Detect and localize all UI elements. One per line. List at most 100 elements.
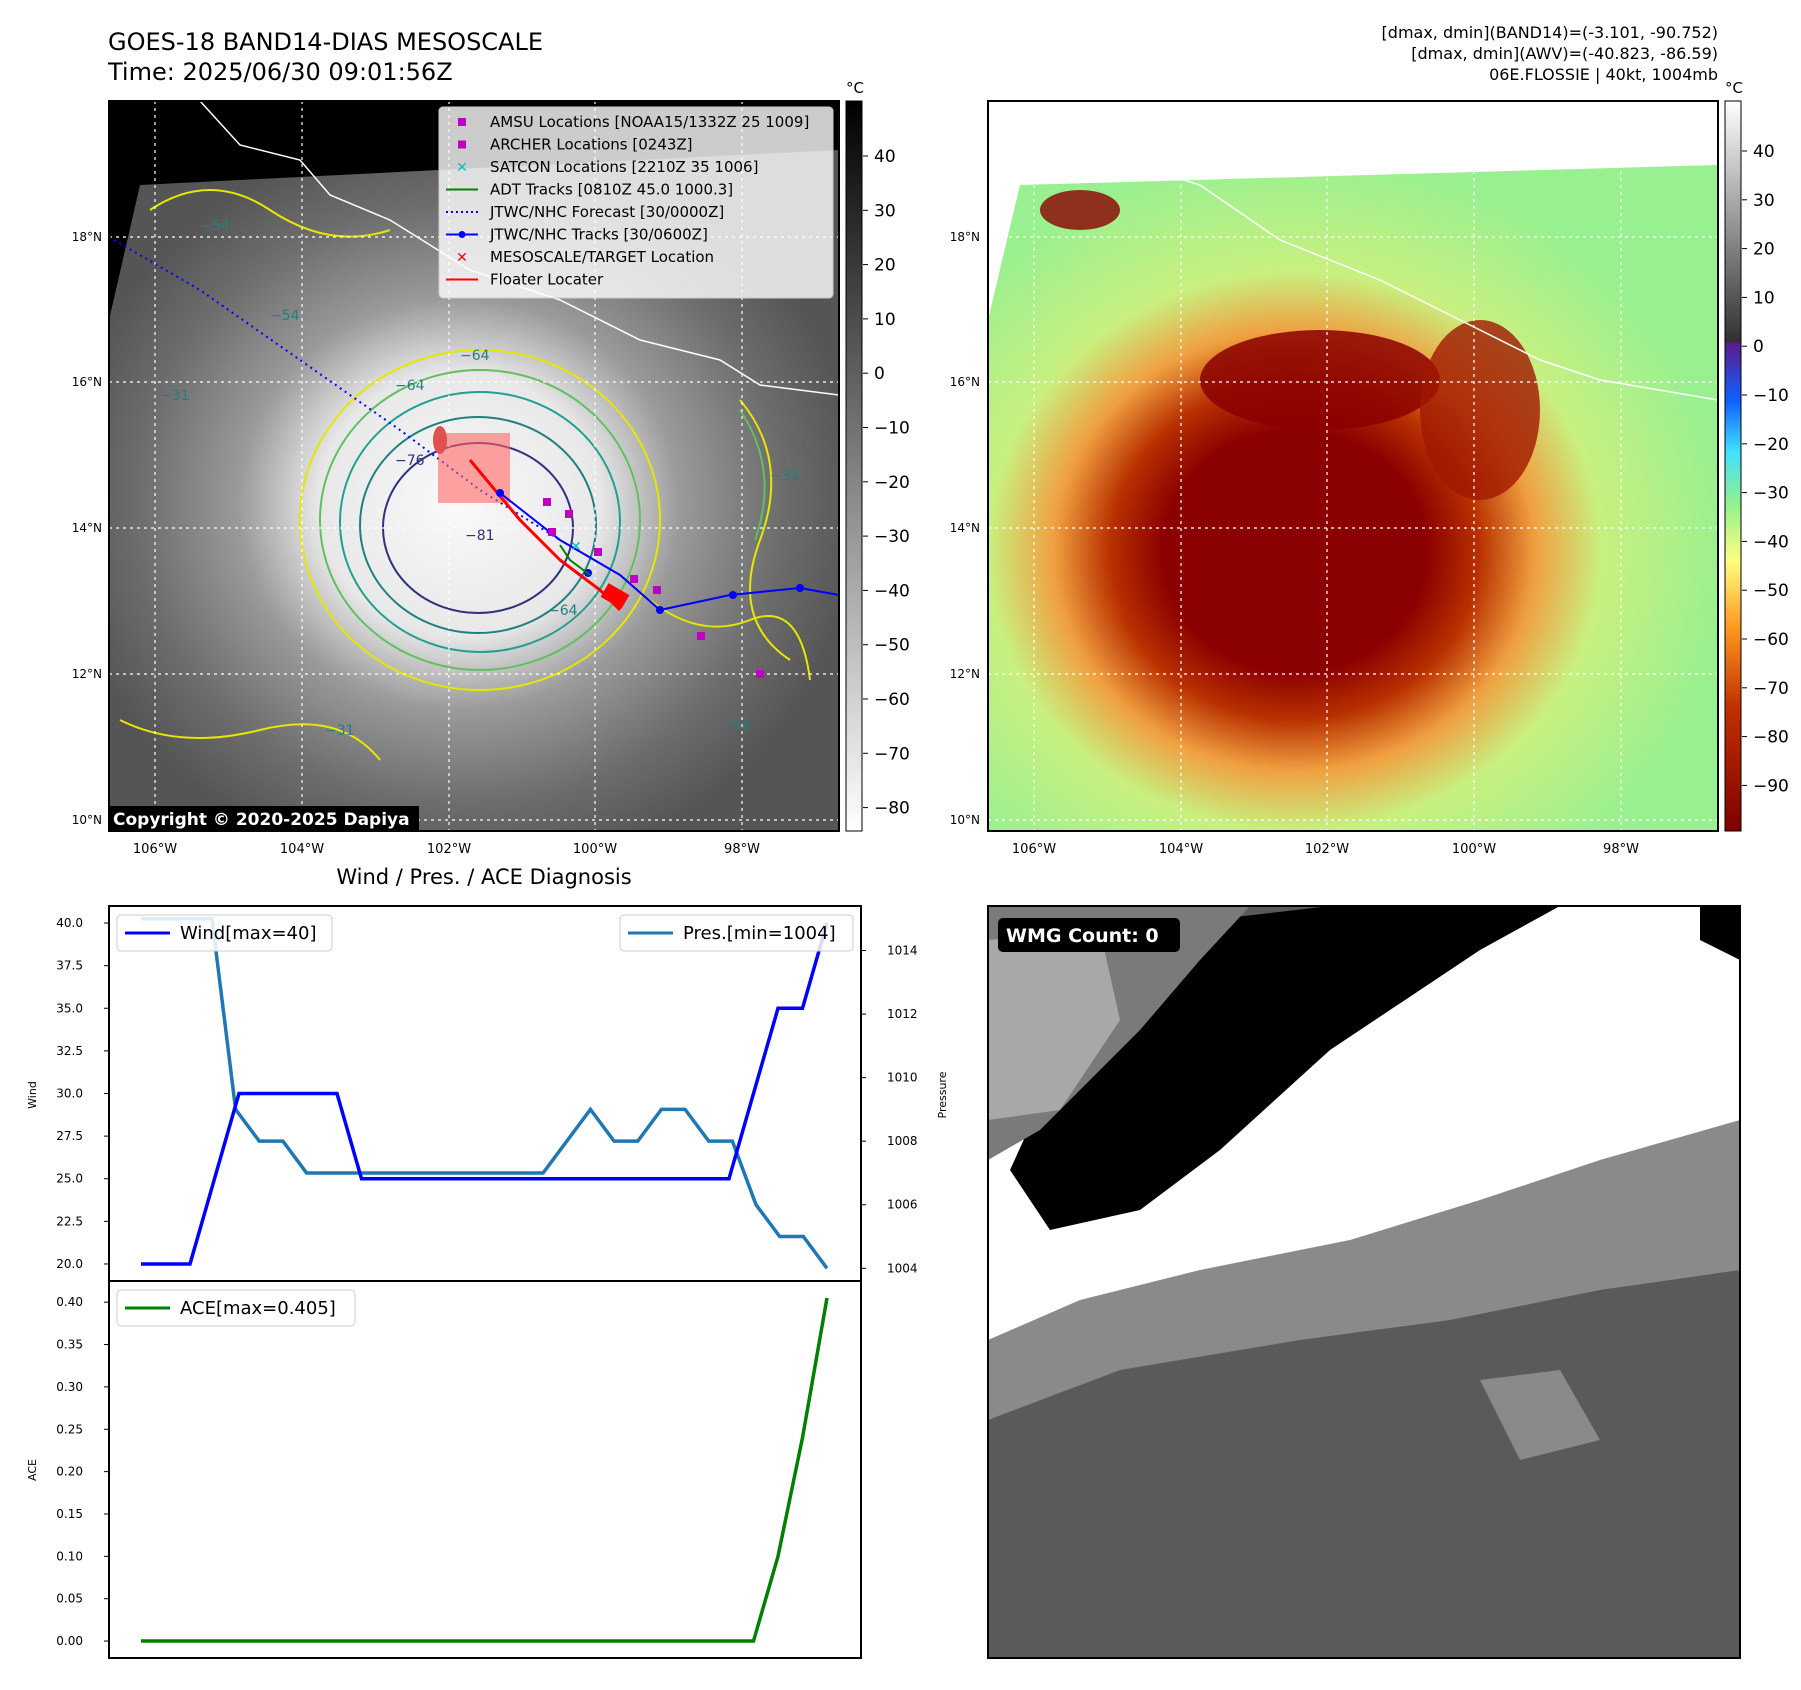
amsu-markers — [543, 498, 764, 678]
legend-item-label: Floater Locater — [490, 271, 604, 289]
contour-label: −31 — [325, 723, 355, 739]
contour-label: −54 — [720, 718, 750, 734]
ace-legend-label: ACE[max=0.405] — [180, 1298, 336, 1319]
pressure-line — [141, 916, 829, 1270]
wind-tick-label: 25.0 — [56, 1172, 83, 1186]
contour-labels: −54 −54 −31 −64 −64 −76 −81 −64 −31 −54 … — [160, 218, 800, 739]
track-point — [656, 606, 664, 614]
wind-tick-label: 35.0 — [56, 1001, 83, 1015]
legend-item-label: MESOSCALE/TARGET Location — [490, 248, 714, 266]
lat-tick: 10°N — [72, 813, 102, 827]
cold-cloud-band — [1200, 330, 1440, 430]
track-point — [729, 591, 737, 599]
gridlines — [988, 101, 1718, 831]
lat-tick: 16°N — [72, 375, 102, 389]
left-colorbar-ticks: 40 30 20 10 0 −10 −20 −30 −40 −50 −60 −70 −80 — [863, 147, 910, 819]
colorbar-tick-label: −50 — [874, 636, 910, 656]
adt-track — [559, 544, 591, 576]
lon-tick: 100°W — [1452, 842, 1496, 857]
amsu-marker — [548, 528, 556, 536]
lat-tick: 14°N — [72, 521, 102, 535]
colorbar-tick-label: 30 — [874, 201, 896, 221]
colorbar-tick-label: −50 — [1753, 581, 1789, 601]
legend-item-label: JTWC/NHC Tracks [30/0600Z] — [489, 226, 708, 244]
ace-axis-label: ACE — [26, 1459, 39, 1481]
wind-tick-label: 22.5 — [56, 1214, 83, 1228]
legend-item: ADT Tracks [0810Z 45.0 1000.3] — [446, 181, 733, 199]
pres-legend: Pres.[min=1004] — [619, 914, 854, 952]
amsu-marker — [594, 548, 602, 556]
copyright-text: Copyright © 2020-2025 Dapiya — [113, 810, 410, 830]
colorbar-tick-label: −60 — [874, 690, 910, 710]
lat-tick: 10°N — [950, 813, 980, 827]
left-map-frame — [108, 100, 840, 832]
wmg-region — [1700, 906, 1740, 960]
legend-item-label: SATCON Locations [2210Z 35 1006] — [490, 158, 758, 176]
lat-tick: 12°N — [72, 667, 102, 681]
pressure-tick-label: 1006 — [887, 1198, 918, 1212]
ace-tick-label: 0.40 — [56, 1295, 83, 1309]
warm-spot — [433, 426, 447, 454]
wind-tick-label: 30.0 — [56, 1087, 83, 1101]
lon-tick: 100°W — [573, 842, 617, 857]
ace-axis-ticks: 0.40 0.35 0.30 0.25 0.20 0.15 0.10 0.05 0.00 — [56, 1295, 109, 1648]
wind-tick-label: 37.5 — [56, 959, 83, 973]
ace-axes — [108, 1280, 862, 1659]
colorbar-tick-label: −10 — [1753, 386, 1789, 406]
pressure-tick-label: 1014 — [887, 943, 918, 957]
storm-info: 06E.FLOSSIE | 40kt, 1004mb — [1489, 65, 1718, 84]
wind-axis-label: Wind — [26, 1081, 39, 1109]
ace-tick-label: 0.10 — [56, 1549, 83, 1563]
lat-tick: 14°N — [950, 521, 980, 535]
left-map-lat-ticks: 18°N 16°N 14°N 12°N 10°N — [72, 230, 102, 827]
pres-legend-label: Pres.[min=1004] — [683, 923, 836, 944]
ace-line — [141, 1297, 829, 1643]
contour-label: −81 — [465, 528, 495, 544]
colorbar-tick-label: −70 — [874, 744, 910, 764]
legend-item-label: JTWC/NHC Forecast [30/0000Z] — [489, 203, 724, 221]
left-map-lon-ticks: 106°W 104°W 102°W 100°W 98°W — [133, 842, 760, 857]
right-colorbar-unit: °C — [1725, 79, 1743, 97]
wmg-region — [988, 930, 1120, 1120]
right-colorbar-ticks: 40 30 20 10 0 −10 −20 −30 −40 −50 −60 −70 −80 −90 — [1742, 142, 1789, 796]
track-point — [796, 584, 804, 592]
wind-legend: Wind[max=40] — [116, 914, 333, 952]
ace-tick-label: 0.15 — [56, 1507, 83, 1521]
right-map-lon-ticks: 106°W 104°W 102°W 100°W 98°W — [1012, 842, 1639, 857]
colorbar-tick-label: −10 — [874, 419, 910, 439]
lat-tick: 12°N — [950, 667, 980, 681]
amsu-marker — [653, 586, 661, 594]
contour-label: −54 — [200, 218, 230, 234]
x-marker-icon: ✕ — [456, 250, 468, 266]
target-marker — [600, 583, 630, 609]
legend-item: AMSU Locations [NOAA15/1332Z 25 1009] — [458, 113, 809, 131]
satcon-marker: ✕ — [570, 539, 582, 555]
figure-time: Time: 2025/06/30 09:01:56Z — [107, 58, 453, 86]
colorbar-tick-label: 20 — [874, 256, 896, 276]
copyright-box — [109, 806, 419, 831]
ace-tick-label: 0.05 — [56, 1592, 83, 1606]
track-point — [496, 489, 504, 497]
colorbar-tick-label: −90 — [1753, 776, 1789, 796]
right-map-lat-ticks: 18°N 16°N 14°N 12°N 10°N — [950, 230, 980, 827]
colorbar-tick-label: −80 — [1753, 728, 1789, 748]
left-map-legend: AMSU Locations [NOAA15/1332Z 25 1009] ARC… — [438, 106, 834, 299]
lon-tick: 102°W — [1305, 842, 1349, 857]
jtwc-forecast-track — [109, 236, 561, 541]
contour-label: −31 — [160, 388, 190, 404]
lon-tick: 106°W — [1012, 842, 1056, 857]
amsu-marker — [697, 632, 705, 640]
wind-tick-label: 40.0 — [56, 916, 83, 930]
pressure-axis-ticks: 1014 1012 1010 1008 1006 1004 — [861, 943, 918, 1275]
legend-item: JTWC/NHC Tracks [30/0600Z] — [446, 226, 708, 244]
pressure-axis-label: Pressure — [936, 1071, 949, 1118]
contour-label: −64 — [395, 378, 425, 394]
wind-tick-label: 27.5 — [56, 1129, 83, 1143]
right-colorbar — [1724, 100, 1742, 832]
contour-label: −54 — [270, 308, 300, 324]
left-colorbar-unit: °C — [846, 79, 864, 97]
legend-item-label: ADT Tracks [0810Z 45.0 1000.3] — [490, 181, 733, 199]
wmg-frame — [987, 905, 1741, 1659]
colorbar-tick-label: 40 — [874, 147, 896, 167]
